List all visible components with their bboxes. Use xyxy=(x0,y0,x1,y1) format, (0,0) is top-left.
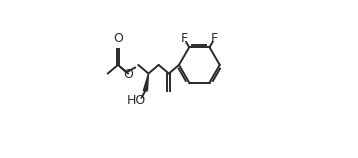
Text: HO: HO xyxy=(127,94,146,107)
Text: F: F xyxy=(211,32,218,45)
Polygon shape xyxy=(143,73,149,91)
Text: F: F xyxy=(180,32,188,45)
Text: O: O xyxy=(123,68,133,81)
Text: O: O xyxy=(113,32,123,45)
